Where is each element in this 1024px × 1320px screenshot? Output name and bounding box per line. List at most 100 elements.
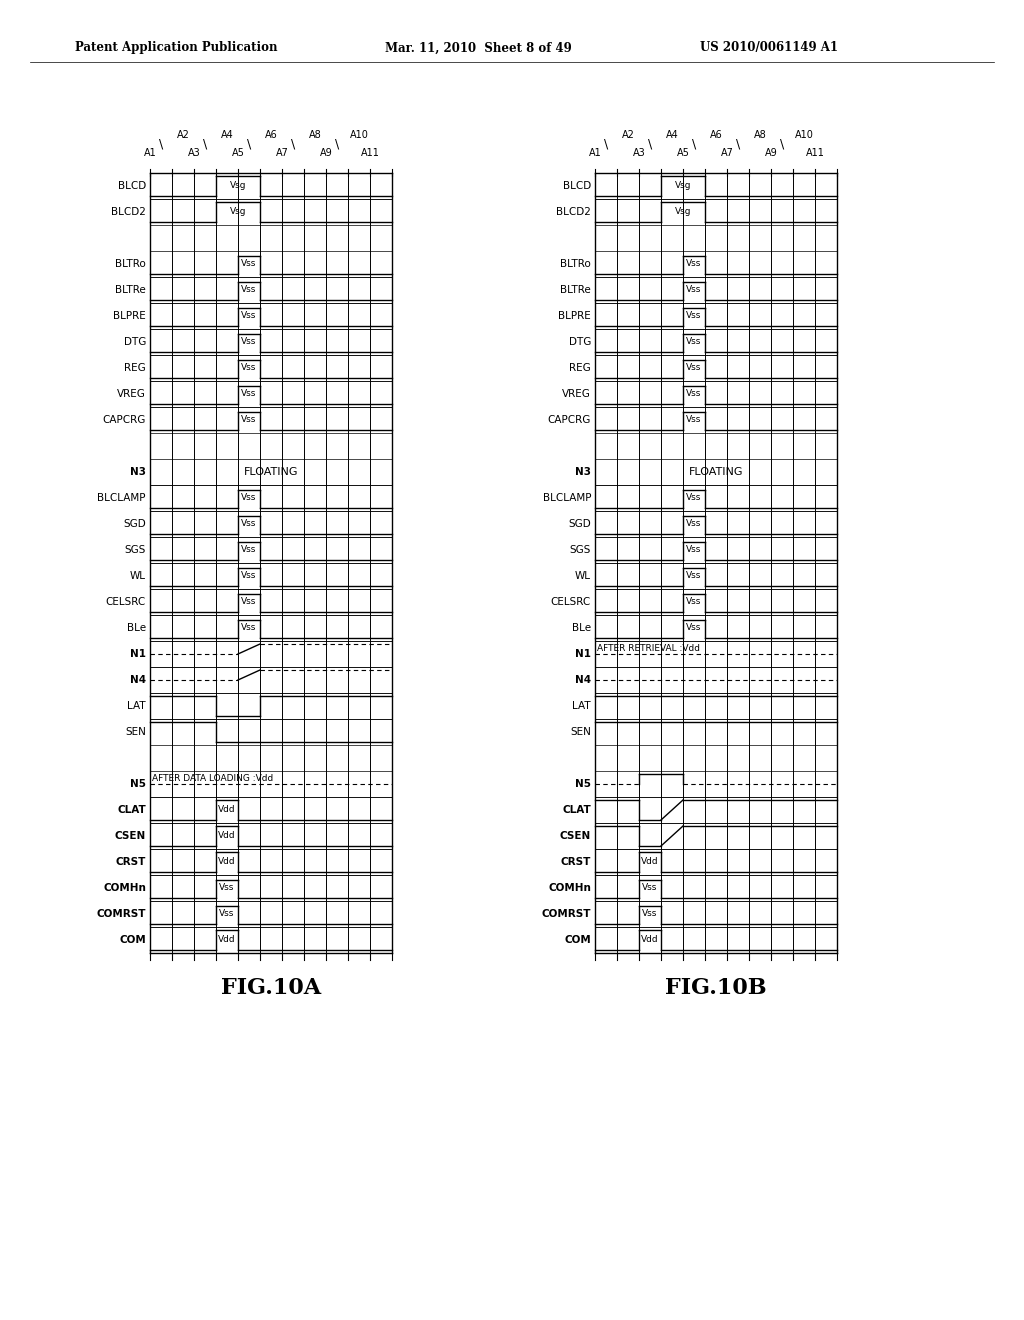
Text: \: \ (203, 137, 207, 150)
Text: AFTER RETRIEVAL :Vdd: AFTER RETRIEVAL :Vdd (597, 644, 700, 653)
Text: AFTER DATA LOADING :Vdd: AFTER DATA LOADING :Vdd (152, 774, 273, 783)
Text: A11: A11 (806, 148, 824, 158)
Text: \: \ (604, 137, 608, 150)
Text: A5: A5 (231, 148, 245, 158)
Text: BLCD2: BLCD2 (556, 207, 591, 216)
Text: Vss: Vss (242, 623, 257, 632)
Text: Vss: Vss (686, 545, 701, 554)
Text: CSEN: CSEN (115, 832, 146, 841)
Text: Vss: Vss (686, 494, 701, 503)
Text: N3: N3 (130, 467, 146, 477)
Text: A8: A8 (754, 129, 766, 140)
Text: CRST: CRST (116, 857, 146, 867)
Text: N4: N4 (574, 675, 591, 685)
Text: N1: N1 (130, 649, 146, 659)
Text: CELSRC: CELSRC (551, 597, 591, 607)
Text: Patent Application Publication: Patent Application Publication (75, 41, 278, 54)
Text: Vss: Vss (242, 494, 257, 503)
Text: VREG: VREG (562, 389, 591, 399)
Text: Vss: Vss (242, 416, 257, 425)
Text: COMHn: COMHn (103, 883, 146, 894)
Text: N5: N5 (130, 779, 146, 789)
Text: BLCD2: BLCD2 (112, 207, 146, 216)
Text: Vss: Vss (686, 572, 701, 581)
Text: WL: WL (130, 572, 146, 581)
Text: Vss: Vss (642, 883, 657, 892)
Text: SGD: SGD (568, 519, 591, 529)
Text: Vss: Vss (686, 598, 701, 606)
Text: FLOATING: FLOATING (244, 467, 298, 477)
Text: WL: WL (575, 572, 591, 581)
Text: Vss: Vss (242, 598, 257, 606)
Text: A4: A4 (220, 129, 233, 140)
Text: N5: N5 (575, 779, 591, 789)
Text: Vss: Vss (686, 285, 701, 294)
Text: Vss: Vss (686, 260, 701, 268)
Text: COM: COM (564, 935, 591, 945)
Text: Vss: Vss (219, 883, 234, 892)
Text: \: \ (335, 137, 339, 150)
Text: REG: REG (124, 363, 146, 374)
Text: A11: A11 (360, 148, 380, 158)
Text: Vsg: Vsg (675, 181, 691, 190)
Text: LAT: LAT (572, 701, 591, 711)
Text: Vss: Vss (242, 363, 257, 372)
Text: BLTRe: BLTRe (560, 285, 591, 294)
Text: BLTRo: BLTRo (116, 259, 146, 269)
Text: FIG.10B: FIG.10B (666, 977, 767, 999)
Text: Vdd: Vdd (218, 832, 236, 841)
Text: \: \ (692, 137, 696, 150)
Text: Vss: Vss (242, 285, 257, 294)
Text: CLAT: CLAT (118, 805, 146, 814)
Text: \: \ (648, 137, 652, 150)
Text: A10: A10 (349, 129, 369, 140)
Text: BLCD: BLCD (563, 181, 591, 191)
Text: COMRST: COMRST (96, 909, 146, 919)
Text: FIG.10A: FIG.10A (221, 977, 322, 999)
Text: BLCLAMP: BLCLAMP (543, 492, 591, 503)
Text: VREG: VREG (117, 389, 146, 399)
Text: BLPRE: BLPRE (114, 312, 146, 321)
Text: SEN: SEN (570, 727, 591, 737)
Text: Vss: Vss (219, 909, 234, 919)
Text: Vsg: Vsg (229, 207, 246, 216)
Text: \: \ (780, 137, 784, 150)
Text: US 2010/0061149 A1: US 2010/0061149 A1 (700, 41, 838, 54)
Text: A5: A5 (677, 148, 689, 158)
Text: A2: A2 (622, 129, 635, 140)
Text: Vss: Vss (686, 363, 701, 372)
Text: BLCD: BLCD (118, 181, 146, 191)
Text: Vdd: Vdd (641, 858, 658, 866)
Text: SGS: SGS (125, 545, 146, 554)
Text: CSEN: CSEN (560, 832, 591, 841)
Text: CAPCRG: CAPCRG (102, 414, 146, 425)
Text: Vss: Vss (242, 338, 257, 346)
Text: CAPCRG: CAPCRG (548, 414, 591, 425)
Text: N4: N4 (130, 675, 146, 685)
Text: A6: A6 (710, 129, 722, 140)
Text: LAT: LAT (127, 701, 146, 711)
Text: Vss: Vss (242, 260, 257, 268)
Text: Vss: Vss (242, 312, 257, 321)
Text: A7: A7 (275, 148, 289, 158)
Text: A7: A7 (721, 148, 733, 158)
Text: CRST: CRST (560, 857, 591, 867)
Text: \: \ (291, 137, 295, 150)
Text: DTG: DTG (568, 337, 591, 347)
Text: BLTRe: BLTRe (116, 285, 146, 294)
Text: Vss: Vss (242, 389, 257, 399)
Text: Vdd: Vdd (641, 936, 658, 945)
Text: A4: A4 (666, 129, 678, 140)
Text: SGD: SGD (123, 519, 146, 529)
Text: COMHn: COMHn (548, 883, 591, 894)
Text: Vss: Vss (242, 545, 257, 554)
Text: SEN: SEN (125, 727, 146, 737)
Text: A9: A9 (319, 148, 333, 158)
Text: Vdd: Vdd (218, 805, 236, 814)
Text: \: \ (159, 137, 163, 150)
Text: \: \ (736, 137, 740, 150)
Text: Vss: Vss (686, 520, 701, 528)
Text: A1: A1 (589, 148, 601, 158)
Text: A2: A2 (176, 129, 189, 140)
Text: Vdd: Vdd (218, 936, 236, 945)
